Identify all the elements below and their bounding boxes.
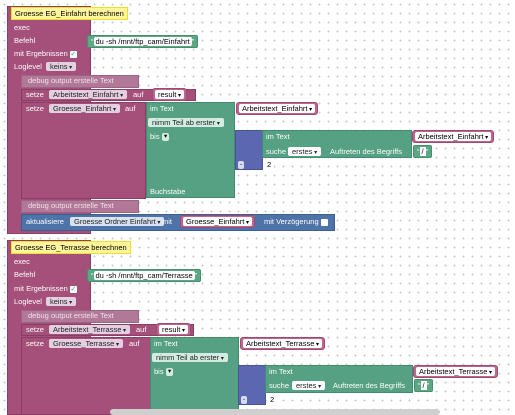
setze-label-4: setze [26,339,44,348]
auftreten-label: Auftreten des Begriffs [330,147,402,156]
erstes-dropdown[interactable]: erstes [288,147,322,156]
bis-dropdown-arrow-2[interactable]: ▾ [166,368,174,376]
bis-label-2: bis [154,367,164,376]
arbeitstext-terrasse-ref-1[interactable]: Arbeitstext_Terrasse [240,337,326,350]
minus-dropdown[interactable]: - [238,161,245,169]
var-groesse-einfahrt[interactable]: Groesse_Einfahrt [49,104,121,113]
ordner-dropdown[interactable]: Groesse Ordner Einfahrt [70,217,165,226]
checkbox-ergebnisse[interactable]: ✓ [69,50,77,58]
substring-block-einfahrt[interactable] [146,102,235,198]
auftreten-label-2: Auftreten des Begriffs [333,381,405,390]
var-arbeitstext-terrasse[interactable]: Arbeitstext_Terrasse [49,325,131,334]
search-string-2[interactable]: “/” [414,379,434,392]
befehl-string-2[interactable]: “du -sh /mnt/ftp_cam/Terrasse” [87,269,202,282]
result-var-2[interactable]: result [156,323,192,336]
setze-label-2: setze [26,104,44,113]
befehl-label-2: Befehl [14,270,36,279]
auf-label-3: auf [136,325,147,334]
setze-block-2[interactable] [21,102,146,199]
setze-label-1: setze [26,90,44,99]
result-var[interactable]: result [152,88,188,101]
search-string-1[interactable]: “/” [413,145,433,158]
bis-label: bis [150,132,160,141]
loglevel-dropdown[interactable]: keins [46,62,77,71]
exec-label: exec [14,23,30,32]
horizontal-scrollbar[interactable] [110,409,440,415]
indexof-block-1[interactable] [262,130,412,158]
substring-block-terrasse[interactable] [150,337,239,415]
buchstabe-label: Buchstabe [150,187,186,196]
im-text-label-2: im Text [266,132,290,141]
teil-dropdown-2[interactable]: nimm Teil ab erster [152,353,228,362]
debug-label-1: debug output erstelle Text [28,76,114,85]
befehl-value-2[interactable]: du -sh /mnt/ftp_cam/Terrasse [93,271,195,280]
teil-dropdown[interactable]: nimm Teil ab erster [148,118,224,127]
befehl-string[interactable]: “du -sh /mnt/ftp_cam/Einfahrt” [87,35,199,48]
loglevel-label-2: Loglevel [14,297,42,306]
erstes-dropdown-2[interactable]: erstes [292,381,326,390]
im-text-label: im Text [150,104,174,113]
minus-dropdown-2[interactable]: - [241,396,248,404]
checkbox-verzoegerung[interactable] [320,218,328,226]
block-title-terrasse: Groesse EG_Terrasse berechnen [11,241,131,254]
var-arbeitstext-einfahrt[interactable]: Arbeitstext_Einfahrt [49,90,128,99]
loglevel-label: Loglevel [14,62,42,71]
aktualisiere-label: aktualisiere [26,217,64,226]
loglevel-dropdown-2[interactable]: keins [46,297,77,306]
block-title-einfahrt: Groesse EG_Einfahrt berechnen [11,7,128,20]
number-2-b[interactable]: 2 [267,395,278,404]
auf-label-2: auf [125,104,136,113]
arbeitstext-einfahrt-ref-2[interactable]: Arbeitstext_Einfahrt [412,130,495,143]
checkbox-ergebnisse-2[interactable]: ✓ [69,285,77,293]
var-groesse-terrasse[interactable]: Groesse_Terrasse [49,339,123,348]
exec-label-2: exec [14,257,30,266]
groesse-einfahrt-ref[interactable]: Groesse_Einfahrt [180,215,256,228]
arbeitstext-terrasse-ref-2[interactable]: Arbeitstext_Terrasse [413,365,499,378]
number-2-a[interactable]: 2 [264,160,275,169]
befehl-label: Befehl [14,36,36,45]
debug-block-2[interactable] [21,200,139,213]
bis-dropdown-arrow[interactable]: ▾ [162,133,170,141]
mit-ergebnissen-label: mit Ergebnissen ✓ [14,49,77,58]
arbeitstext-einfahrt-ref-1[interactable]: Arbeitstext_Einfahrt [236,102,319,115]
debug-label-3: debug output erstelle Text [28,311,114,320]
auf-label-1: auf [133,90,144,99]
im-text-label-3: im Text [154,339,178,348]
befehl-value[interactable]: du -sh /mnt/ftp_cam/Einfahrt [93,37,192,46]
mit-label: mit [162,217,172,226]
verzoegerung-label: mit Verzögerung [264,217,328,227]
mit-ergebnissen-label-2: mit Ergebnissen ✓ [14,284,77,293]
debug-block-1[interactable] [21,75,139,88]
setze-label-3: setze [26,325,44,334]
debug-block-3[interactable] [21,310,139,323]
debug-label-2: debug output erstelle Text [28,201,114,210]
suche-label-2: suche [269,381,290,390]
im-text-label-4: im Text [269,367,293,376]
auf-label-4: auf [129,339,140,348]
indexof-block-2[interactable] [265,365,413,393]
suche-label: suche [266,147,287,156]
